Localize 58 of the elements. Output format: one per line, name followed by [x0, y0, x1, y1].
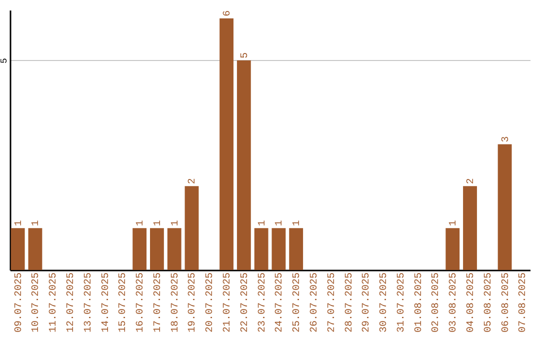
bar [289, 228, 304, 270]
data-label: 1 [31, 220, 42, 226]
x-tick-label: 21.07.2025 [222, 272, 234, 333]
x-tick-label: 07.08.2025 [518, 272, 530, 333]
x-tick-label: 31.07.2025 [396, 272, 408, 333]
x-tick-label: 28.07.2025 [344, 272, 356, 333]
bar [446, 228, 460, 270]
x-tick-label: 26.07.2025 [309, 272, 320, 333]
data-label: 1 [14, 220, 25, 226]
data-label: 1 [152, 220, 164, 226]
x-tick-label: 24.07.2025 [274, 272, 286, 333]
x-tick-label: 05.08.2025 [483, 272, 494, 333]
bar [132, 228, 147, 270]
bar [236, 60, 251, 270]
data-label: 1 [257, 220, 268, 226]
x-tick-label: 11.07.2025 [48, 272, 60, 333]
data-label: 1 [170, 220, 182, 226]
x-tick-label: 13.07.2025 [83, 272, 94, 333]
x-tick-label: 19.07.2025 [188, 272, 199, 333]
x-tick-label: 30.07.2025 [379, 272, 390, 333]
data-label: 3 [500, 136, 512, 142]
bar [28, 228, 42, 270]
x-tick-label: 20.07.2025 [205, 272, 216, 333]
data-label: 1 [274, 220, 286, 226]
data-label: 5 [240, 52, 251, 58]
x-tick-label: 29.07.2025 [362, 272, 373, 333]
x-tick-label: 06.08.2025 [500, 272, 512, 333]
bar [272, 228, 286, 270]
data-label: 2 [466, 178, 477, 184]
x-tick-label: 18.07.2025 [170, 272, 182, 333]
x-tick-label: 03.08.2025 [448, 272, 460, 333]
x-tick-label: 27.07.2025 [326, 272, 338, 333]
x-tick-label: 15.07.2025 [118, 272, 130, 333]
x-tick-label: 22.07.2025 [240, 272, 251, 333]
data-label: 1 [292, 220, 304, 226]
x-tick-label: 04.08.2025 [466, 272, 477, 333]
x-tick-label: 12.07.2025 [66, 272, 77, 333]
x-tick-label: 02.08.2025 [431, 272, 442, 333]
bar [167, 228, 182, 270]
x-tick-label: 10.07.2025 [31, 272, 42, 333]
bar [220, 18, 234, 270]
data-label: 1 [448, 220, 460, 226]
bar [184, 186, 199, 270]
data-label: 2 [188, 178, 199, 184]
x-tick-label: 16.07.2025 [136, 272, 147, 333]
x-tick-label: 14.07.2025 [100, 272, 112, 333]
bar [150, 228, 164, 270]
x-tick-label: 09.07.2025 [14, 272, 25, 333]
bar [254, 228, 268, 270]
x-tick-label: 25.07.2025 [292, 272, 304, 333]
data-label: 6 [222, 10, 234, 16]
bar [10, 228, 25, 270]
x-tick-label: 23.07.2025 [257, 272, 268, 333]
bar [463, 186, 477, 270]
data-label: 1 [136, 220, 147, 226]
bar [498, 144, 512, 270]
x-tick-label: 01.08.2025 [414, 272, 425, 333]
x-tick-label: 17.07.2025 [152, 272, 164, 333]
